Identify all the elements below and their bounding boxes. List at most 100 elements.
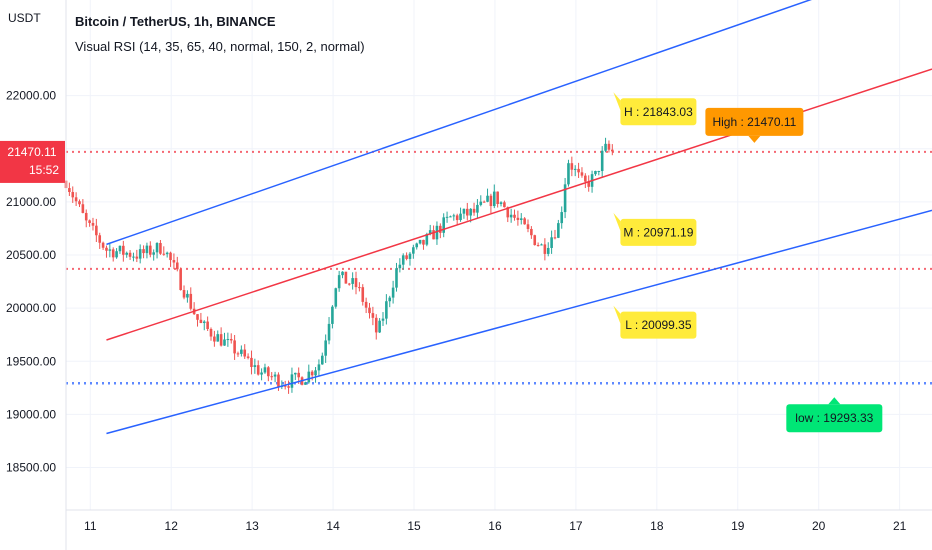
- candle: [422, 239, 425, 245]
- candle: [132, 256, 135, 258]
- candle: [159, 243, 162, 254]
- candle: [155, 243, 159, 253]
- candle: [78, 201, 81, 205]
- candle: [607, 143, 611, 150]
- candle: [513, 214, 516, 218]
- candle: [253, 365, 257, 368]
- candle: [560, 212, 564, 224]
- lower-callout: L : 20099.35: [613, 305, 697, 339]
- candle: [337, 275, 341, 289]
- candle: [314, 370, 317, 376]
- candle: [374, 317, 378, 333]
- candle: [401, 255, 405, 265]
- candle: [142, 249, 145, 254]
- candle: [395, 268, 398, 288]
- candle: [530, 228, 533, 236]
- candle: [418, 239, 422, 244]
- candle: [304, 382, 307, 385]
- candle: [202, 321, 206, 324]
- candle: [408, 253, 412, 259]
- candle: [496, 191, 499, 205]
- lower-callout-box: [620, 311, 697, 339]
- low-callout-text: low : 19293.33: [795, 411, 873, 425]
- x-tick-label: 21: [893, 519, 907, 533]
- candle: [273, 374, 277, 377]
- indicator-legend[interactable]: Visual RSI (14, 35, 65, 40, normal, 150,…: [75, 39, 365, 54]
- candle: [320, 355, 324, 365]
- candle: [432, 230, 435, 240]
- x-tick-label: 19: [731, 519, 745, 533]
- y-tick-label: 22000.00: [6, 89, 56, 103]
- candle: [412, 247, 415, 254]
- candle: [459, 213, 462, 221]
- upper-callout: H : 21843.03: [613, 92, 697, 126]
- candle: [344, 271, 348, 284]
- candle: [489, 195, 493, 207]
- candle: [577, 168, 580, 173]
- candle: [135, 256, 139, 259]
- candle: [283, 385, 287, 387]
- candle: [88, 220, 91, 223]
- middle-callout-text: M : 20971.19: [623, 225, 693, 239]
- candle: [165, 252, 169, 255]
- candle: [472, 208, 476, 213]
- candle: [125, 252, 129, 255]
- candle: [91, 222, 95, 226]
- candle: [563, 184, 567, 213]
- y-tick-label: 20500.00: [6, 248, 56, 262]
- x-tick-label: 20: [812, 519, 826, 533]
- candle: [526, 224, 530, 229]
- candle: [523, 218, 526, 225]
- low-callout: low : 19293.33: [786, 397, 883, 433]
- middle-callout-pointer: [613, 212, 621, 231]
- candle: [536, 245, 540, 247]
- candle: [378, 320, 381, 333]
- x-tick-label: 15: [407, 519, 421, 533]
- candle: [145, 245, 149, 254]
- candle: [162, 253, 166, 255]
- high-callout: High : 21470.11: [705, 107, 804, 143]
- candle: [543, 244, 547, 254]
- candle: [492, 191, 496, 207]
- candle: [152, 252, 155, 255]
- high-callout-text: High : 21470.11: [712, 115, 796, 129]
- candle: [118, 245, 122, 252]
- candle: [290, 374, 294, 388]
- candle: [516, 217, 520, 220]
- y-tick-label: 20000.00: [6, 301, 56, 315]
- candle: [553, 237, 557, 239]
- candle: [172, 260, 176, 263]
- candle: [149, 245, 152, 255]
- candle: [256, 365, 260, 375]
- candle: [334, 288, 338, 307]
- channel-upper-line: [106, 0, 812, 246]
- candle: [452, 215, 456, 217]
- candle: [519, 218, 523, 220]
- candle: [307, 371, 311, 383]
- candle: [391, 287, 395, 298]
- candle: [567, 163, 570, 185]
- candle: [105, 247, 108, 251]
- candle: [186, 293, 189, 298]
- candle: [584, 175, 587, 182]
- candle: [398, 264, 402, 269]
- candle: [354, 278, 358, 288]
- middle-callout-box: [620, 218, 697, 246]
- candle: [138, 249, 142, 259]
- high-callout-box: [705, 107, 804, 136]
- candle: [209, 328, 213, 337]
- x-tick-label: 11: [84, 519, 97, 533]
- candle: [270, 376, 274, 378]
- candle: [324, 340, 327, 356]
- candle: [546, 247, 550, 254]
- candle: [219, 334, 223, 346]
- candle: [213, 336, 216, 342]
- lower-callout-text: L : 20099.35: [625, 318, 692, 332]
- candle: [358, 287, 361, 289]
- candle: [499, 202, 503, 205]
- x-tick-label: 16: [488, 519, 502, 533]
- x-tick-label: 17: [569, 519, 583, 533]
- candle: [381, 318, 385, 321]
